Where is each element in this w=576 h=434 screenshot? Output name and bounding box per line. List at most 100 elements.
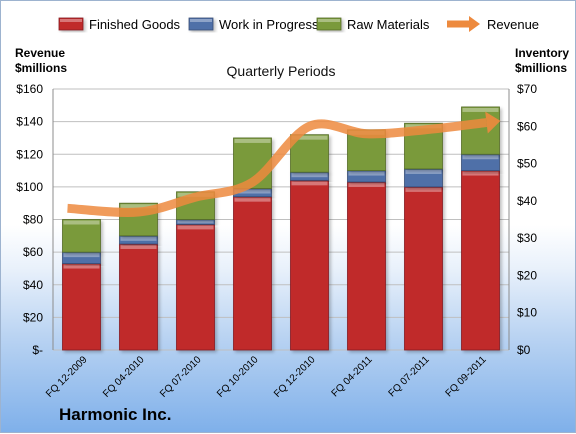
left-axis-ticks: $- $20 $40 $60 $80 $100 $120 $140 $160 <box>16 82 43 357</box>
x-tick-label: FQ 07-2010 <box>158 354 204 400</box>
bar-highlight <box>291 181 328 186</box>
bar-highlight <box>291 173 328 178</box>
legend-label: Finished Goods <box>89 17 181 32</box>
x-tick-label: FQ 12-2009 <box>44 354 90 400</box>
bar-segment-work-in-progress <box>119 235 158 245</box>
legend-label: Work in Progress <box>219 17 319 32</box>
bar-rect <box>347 181 386 351</box>
bar-segment-work-in-progress <box>176 219 215 225</box>
left-tick-label: $- <box>32 343 43 357</box>
x-axis-ticks: FQ 12-2009 FQ 04-2010 FQ 07-2010 FQ 10-2010… <box>44 354 489 400</box>
bar-segment-work-in-progress <box>62 251 101 264</box>
bar-rect <box>404 186 443 351</box>
bar-highlight <box>120 236 157 241</box>
bar-segment-finished-goods <box>119 243 158 351</box>
bar-segment-finished-goods <box>62 263 101 351</box>
x-tick-label: FQ 07-2011 <box>387 354 432 399</box>
legend-swatch-highlight <box>318 19 340 22</box>
left-tick-label: $40 <box>23 278 43 292</box>
bar-rect <box>233 196 272 351</box>
bar-rect <box>176 223 215 351</box>
bar-segment-finished-goods <box>176 223 215 351</box>
legend-arrowhead <box>469 16 480 32</box>
left-tick-label: $120 <box>16 147 43 161</box>
bar-highlight <box>177 220 214 224</box>
bar-segment-work-in-progress <box>461 153 500 171</box>
bar-rect <box>461 170 500 351</box>
company-name: Harmonic Inc. <box>59 405 171 424</box>
bar-rect <box>290 179 329 351</box>
right-tick-label: $70 <box>517 82 537 96</box>
left-tick-label: $160 <box>16 82 43 96</box>
left-tick-label: $60 <box>23 245 43 259</box>
legend: Finished Goods Work in Progress Raw Materi… <box>58 16 539 32</box>
right-axis-label-line2: $millions <box>515 61 567 75</box>
bar-rect <box>461 106 500 155</box>
bar-highlight <box>462 155 499 160</box>
legend-swatch-highlight <box>60 19 82 22</box>
left-axis-label-line2: $millions <box>15 61 67 75</box>
bar-highlight <box>462 107 499 112</box>
bar-highlight <box>462 171 499 176</box>
revenue-line-path <box>67 118 488 217</box>
bar-rect <box>62 219 101 253</box>
bar-segment-work-in-progress <box>347 170 386 183</box>
bar-segment-work-in-progress <box>290 171 329 181</box>
legend-label: Raw Materials <box>347 17 430 32</box>
chart-title: Quarterly Periods <box>227 63 336 79</box>
bar-highlight <box>405 187 442 192</box>
right-tick-label: $10 <box>517 306 537 320</box>
bar-stacks <box>62 106 500 351</box>
bar-highlight <box>63 264 100 269</box>
left-axis-label-line1: Revenue <box>15 46 65 60</box>
bar-highlight <box>348 182 385 187</box>
left-tick-label: $140 <box>16 115 43 129</box>
bar-highlight <box>63 253 100 258</box>
bar-segment-finished-goods <box>347 181 386 351</box>
legend-swatch-highlight <box>190 19 212 22</box>
bar-highlight <box>177 225 214 230</box>
right-tick-label: $60 <box>517 119 537 133</box>
revenue-line <box>67 111 501 217</box>
right-tick-label: $50 <box>517 157 537 171</box>
bar-segment-raw-materials <box>62 219 101 253</box>
legend-label: Revenue <box>487 17 539 32</box>
right-axis-ticks: $0 $10 $20 $30 $40 $50 $60 $70 <box>517 82 537 357</box>
x-tick-label: FQ 09-2011 <box>444 354 489 399</box>
x-tick-label: FQ 10-2010 <box>215 354 261 400</box>
left-tick-label: $100 <box>16 180 43 194</box>
left-tick-label: $20 <box>23 310 43 324</box>
bar-highlight <box>234 138 271 143</box>
bar-highlight <box>234 197 271 202</box>
bar-highlight <box>120 244 157 249</box>
bar-segment-finished-goods <box>290 179 329 351</box>
bar-segment-work-in-progress <box>404 168 443 188</box>
bar-highlight <box>348 171 385 176</box>
bar-segment-finished-goods <box>404 186 443 351</box>
right-tick-label: $30 <box>517 231 537 245</box>
bar-rect <box>62 263 101 351</box>
bar-highlight <box>405 169 442 174</box>
right-axis-label-line1: Inventory <box>515 46 569 60</box>
right-tick-label: $40 <box>517 194 537 208</box>
right-tick-label: $0 <box>517 343 531 357</box>
legend-item: Raw Materials <box>316 17 430 32</box>
revenue-arrowhead <box>485 111 501 134</box>
left-tick-label: $80 <box>23 213 43 227</box>
x-tick-label: FQ 04-2011 <box>330 354 375 399</box>
bar-highlight <box>63 220 100 225</box>
x-tick-label: FQ 04-2010 <box>101 354 147 400</box>
bar-segment-finished-goods <box>233 196 272 351</box>
bar-highlight <box>291 135 328 140</box>
bar-rect <box>119 243 158 351</box>
legend-item: Work in Progress <box>188 17 319 32</box>
bar-highlight <box>234 189 271 194</box>
bar-highlight <box>120 204 157 209</box>
legend-item: Finished Goods <box>58 17 181 32</box>
x-tick-label: FQ 12-2010 <box>272 354 318 400</box>
bar-segment-raw-materials <box>461 106 500 155</box>
right-tick-label: $20 <box>517 268 537 282</box>
legend-item: Revenue <box>447 16 539 32</box>
